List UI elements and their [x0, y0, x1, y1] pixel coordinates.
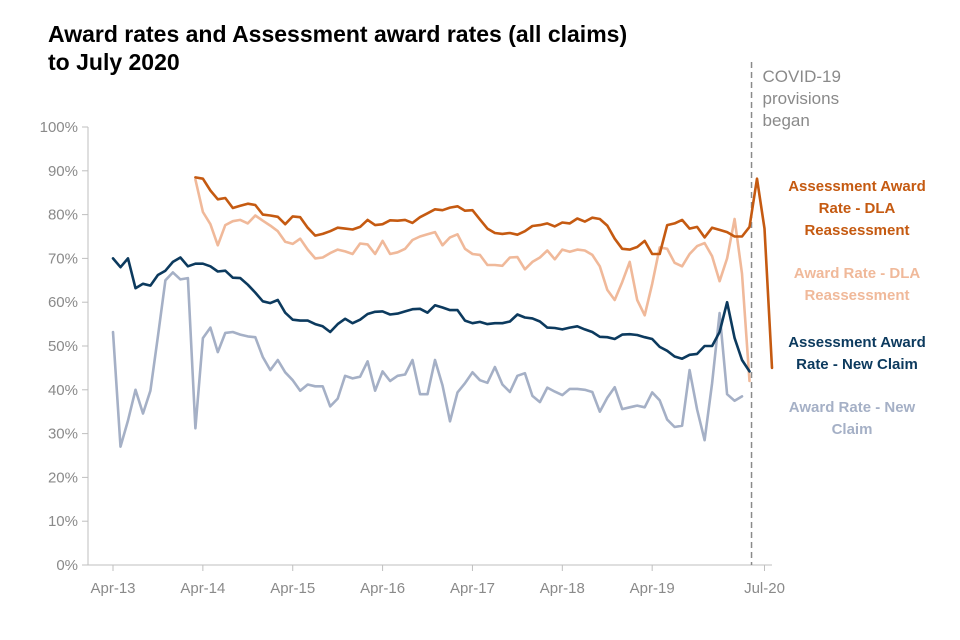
y-tick-label: 0% — [56, 557, 78, 574]
y-tick-label: 60% — [48, 294, 78, 311]
series-lines — [111, 176, 774, 449]
x-tick-label: Apr-14 — [180, 580, 225, 597]
y-tick-label: 100% — [40, 119, 78, 136]
covid-marker: COVID-19 provisions began — [750, 62, 841, 565]
series-award-new-claim — [111, 271, 744, 449]
x-tick-label: Apr-18 — [540, 580, 585, 597]
legend-label: Rate - New Claim — [796, 356, 918, 373]
legend-label: Assessment Award — [788, 334, 926, 351]
covid-annotation-text: began — [763, 111, 810, 130]
legend-label: Reassessment — [804, 222, 909, 239]
legend-label: Reassessment — [804, 287, 909, 304]
series-assessment-new-claim — [111, 256, 751, 373]
y-tick-label: 90% — [48, 163, 78, 180]
series-award-dla-reassessment — [194, 178, 751, 383]
series-assessment-dla-reassessment — [194, 176, 774, 370]
chart-title-line-1: Award rates and Assessment award rates (… — [48, 21, 628, 47]
x-tick-label: Apr-17 — [450, 580, 495, 597]
x-tick-label: Jul-20 — [744, 580, 785, 597]
x-axis: Apr-13 Apr-14 Apr-15 Apr-16 Apr-17 Apr-18 Apr-… — [88, 564, 785, 597]
legend-label: Award Rate - New — [789, 399, 916, 416]
x-tick-label: Apr-15 — [270, 580, 315, 597]
x-tick-label: Apr-16 — [360, 580, 405, 597]
y-tick-label: 20% — [48, 469, 78, 486]
legend-label: Rate - DLA — [819, 200, 896, 217]
legend-label: Award Rate - DLA — [794, 265, 921, 282]
legend: Assessment Award Rate - DLA Reassessment Aw… — [788, 178, 926, 438]
chart-title: Award rates and Assessment award rates (… — [48, 20, 728, 76]
y-axis: 0% 10% 20% 30% 40% 50% 60% 70% 80% 90% 100% — [40, 119, 89, 574]
y-tick-label: 10% — [48, 513, 78, 530]
y-tick-label: 30% — [48, 426, 78, 443]
x-tick-label: Apr-19 — [630, 580, 675, 597]
y-tick-label: 80% — [48, 207, 78, 224]
covid-annotation-text: provisions — [763, 89, 840, 108]
legend-label: Claim — [832, 421, 873, 438]
x-tick-label: Apr-13 — [90, 580, 135, 597]
y-tick-label: 50% — [48, 338, 78, 355]
y-tick-label: 40% — [48, 382, 78, 399]
chart-title-line-2: to July 2020 — [48, 49, 180, 75]
covid-annotation-text: COVID-19 — [763, 67, 841, 86]
y-tick-label: 70% — [48, 250, 78, 267]
legend-label: Assessment Award — [788, 178, 926, 195]
